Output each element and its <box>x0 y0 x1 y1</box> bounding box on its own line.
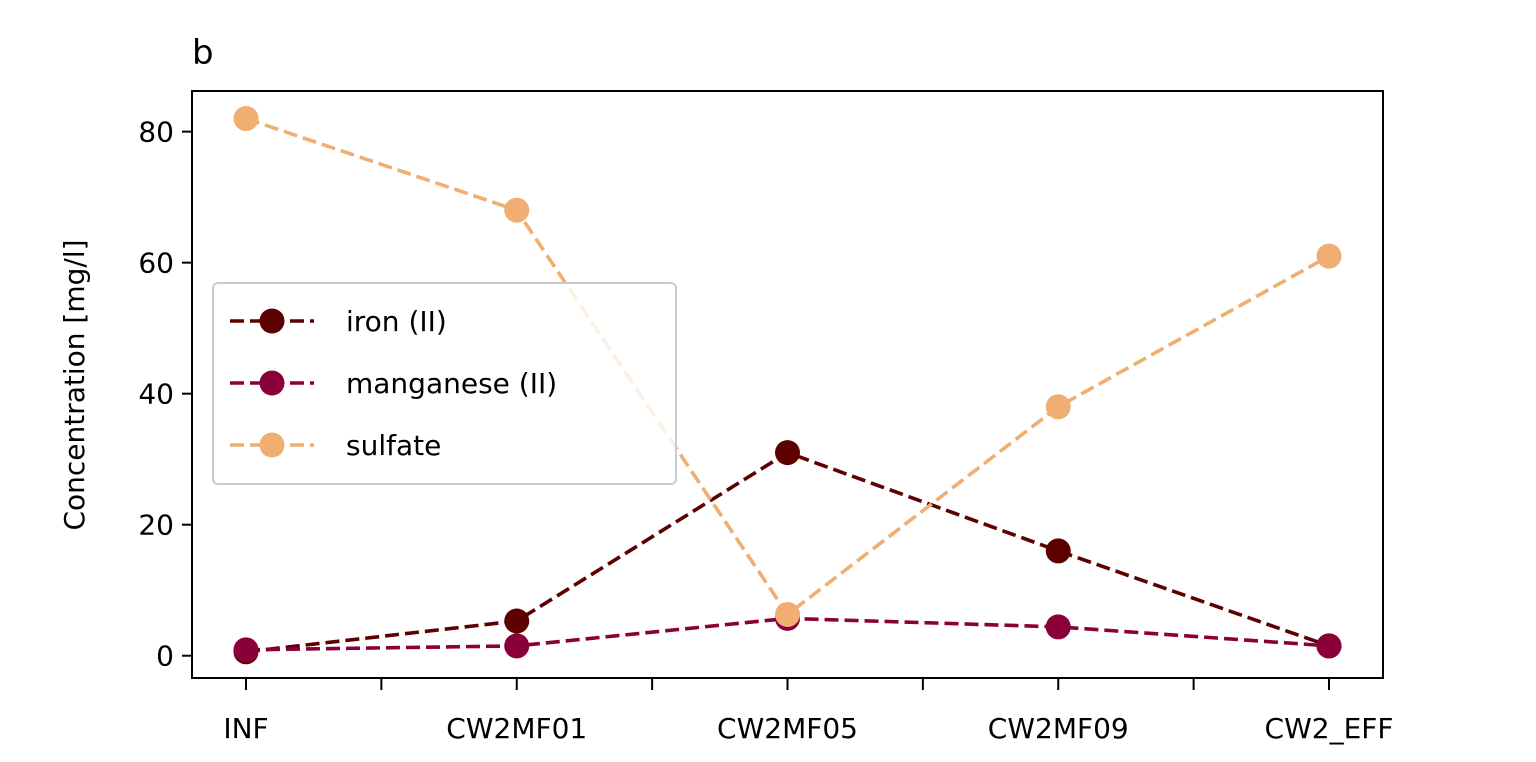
legend-marker-2 <box>259 432 285 458</box>
y-tick-label: 20 <box>138 509 174 542</box>
x-tick-label: CW2MF09 <box>988 712 1129 745</box>
legend-marker-0 <box>259 308 285 334</box>
legend: iron (II) manganese (II) sulfate <box>212 282 677 485</box>
data-point-1-0 <box>233 637 259 663</box>
y-tick-label: 60 <box>138 247 174 280</box>
legend-label-2: sulfate <box>346 429 441 462</box>
y-axis-label: Concentration [mg/l] <box>58 239 91 530</box>
x-tick-label: CW2MF01 <box>446 712 587 745</box>
y-tick-label: 80 <box>138 116 174 149</box>
x-tick-label: CW2MF05 <box>717 712 858 745</box>
data-point-2-3 <box>1045 394 1071 420</box>
y-tick-label: 40 <box>138 378 174 411</box>
series-layer <box>233 106 1342 665</box>
y-tick-label: 0 <box>156 640 174 673</box>
data-point-1-3 <box>1045 614 1071 640</box>
x-tick-label: CW2_EFF <box>1265 712 1394 745</box>
legend-box <box>212 282 677 485</box>
data-point-1-1 <box>504 633 530 659</box>
data-point-0-1 <box>504 608 530 634</box>
data-point-0-3 <box>1045 538 1071 564</box>
chart-title: b <box>192 33 214 73</box>
legend-label-0: iron (II) <box>346 305 447 338</box>
axes-layer: 0 20 40 60 80 INF CW2MF01 CW2MF05 CW2MF09 CW2_EFF <box>138 90 1394 745</box>
data-point-2-0 <box>233 106 259 132</box>
data-point-0-2 <box>775 440 800 466</box>
data-point-2-2 <box>775 601 800 627</box>
legend-label-1: manganese (II) <box>346 367 557 400</box>
data-point-1-4 <box>1316 633 1342 659</box>
legend-marker-1 <box>259 370 285 396</box>
data-point-2-4 <box>1316 243 1342 269</box>
x-tick-label: INF <box>223 712 268 745</box>
data-point-2-1 <box>504 197 530 223</box>
